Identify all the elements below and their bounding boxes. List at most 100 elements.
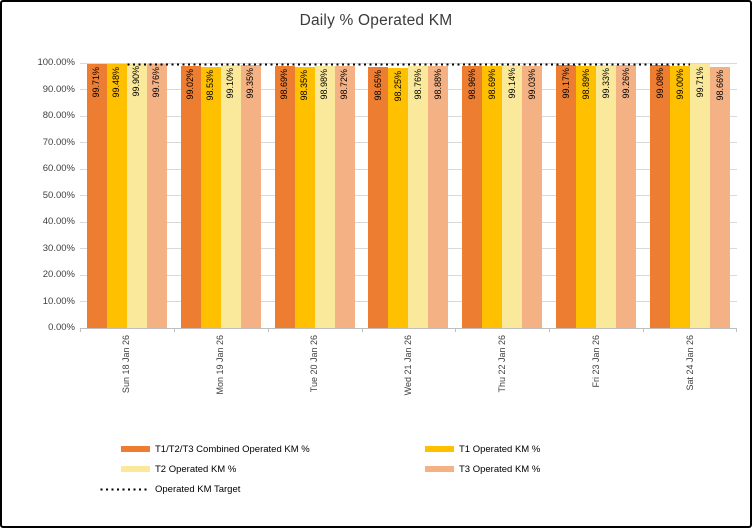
- bar-value-label: 99.76%: [151, 66, 162, 98]
- x-axis-label: Sat 24 Jan 26: [684, 335, 695, 391]
- x-axis-tick: [736, 328, 737, 332]
- bar-value-label: 99.71%: [91, 66, 102, 98]
- legend-item: Operated KM Target: [100, 484, 418, 495]
- x-axis-label: Tue 20 Jan 26: [309, 335, 320, 393]
- y-axis-tick-label: 30.00%: [42, 242, 75, 254]
- bar: 99.02%: [180, 65, 201, 328]
- bar: 98.53%: [200, 66, 221, 328]
- bar-value-label: 98.66%: [714, 69, 725, 101]
- bar: 98.65%: [368, 66, 389, 328]
- x-axis-tick: [455, 328, 457, 332]
- bar: 99.76%: [146, 63, 167, 328]
- y-axis-tick-label: 70.00%: [42, 136, 75, 148]
- legend-marker-wrap: [100, 487, 150, 491]
- bar-group: 99.02% 98.53% 99.10% 99.35%: [174, 63, 268, 328]
- bar: 98.69%: [274, 66, 295, 328]
- gridline: [80, 327, 737, 329]
- bar-value-label: 99.17%: [560, 68, 571, 99]
- legend-color-swatch: [425, 446, 454, 452]
- legend-color-swatch: [425, 466, 454, 472]
- bar: 99.90%: [126, 63, 147, 328]
- bar-value-label: 99.90%: [131, 66, 142, 97]
- legend-label: T3 Operated KM %: [459, 463, 541, 475]
- bar-value-label: 99.33%: [600, 67, 611, 99]
- x-axis-label: Wed 21 Jan 26: [403, 335, 413, 396]
- bar-value-label: 99.08%: [654, 68, 665, 99]
- chart-title: Daily % Operated KM: [299, 12, 453, 29]
- x-axis-label: Fri 23 Jan 26: [590, 335, 601, 388]
- bar-value-label: 98.69%: [486, 69, 497, 101]
- bar: 99.48%: [106, 64, 127, 328]
- y-axis-tick-label: 60.00%: [42, 163, 75, 174]
- plot-area: 0.00% 10.00% 20.00% 30.00% 40.00% 50.00% 60.00…: [37, 57, 737, 395]
- legend-marker-wrap: [114, 466, 150, 472]
- bar-value-label: 99.03%: [526, 68, 537, 100]
- bar: 98.66%: [710, 66, 731, 328]
- bar-value-label: 99.14%: [506, 68, 517, 99]
- bar: 98.88%: [428, 65, 449, 328]
- bar: 99.03%: [522, 65, 543, 328]
- bar-value-label: 98.35%: [299, 70, 310, 101]
- y-axis-tick-label: 50.00%: [42, 189, 75, 201]
- bar-value-label: 98.88%: [432, 68, 443, 100]
- bar: 98.69%: [482, 66, 503, 328]
- bar-value-label: 99.26%: [620, 67, 631, 99]
- bar: 99.17%: [556, 65, 577, 328]
- gridline: [80, 62, 737, 64]
- bar-value-label: 99.71%: [694, 66, 705, 98]
- legend-label: T1/T2/T3 Combined Operated KM %: [155, 443, 310, 455]
- bar-value-label: 98.53%: [205, 69, 216, 101]
- bar: 98.89%: [576, 65, 597, 328]
- x-axis-tick: [549, 328, 551, 332]
- y-axis-tick-label: 0.00%: [48, 322, 75, 333]
- target-line: [126, 63, 691, 67]
- x-axis-label: Mon 19 Jan 26: [215, 335, 226, 395]
- bar: 99.33%: [596, 64, 617, 328]
- legend-color-swatch: [121, 466, 150, 472]
- bar: 99.26%: [616, 64, 637, 328]
- bar: 98.96%: [462, 65, 483, 328]
- x-axis-tick: [267, 328, 269, 332]
- bar-value-label: 98.96%: [466, 68, 477, 100]
- legend-item: T1/T2/T3 Combined Operated KM %: [114, 444, 418, 455]
- y-axis-tick-label: 80.00%: [42, 110, 75, 121]
- bar: 99.10%: [220, 65, 241, 328]
- x-axis-label: Sun 18 Jan 26: [121, 335, 132, 394]
- bar-group: 98.65% 98.25% 98.76% 98.88%: [362, 63, 456, 328]
- legend-dotted-line-swatch: [100, 487, 150, 491]
- bar-value-label: 99.48%: [111, 67, 122, 98]
- bar: 99.71%: [690, 63, 711, 328]
- bar-value-label: 98.98%: [319, 68, 330, 100]
- x-axis-tick: [80, 328, 81, 332]
- bar-group: 99.08% 99.00% 99.71% 98.66%: [643, 63, 737, 328]
- bar-value-label: 98.69%: [279, 69, 290, 101]
- bar-value-label: 98.65%: [372, 69, 383, 101]
- bar: 99.00%: [670, 65, 691, 328]
- bar: 98.25%: [388, 67, 409, 328]
- legend-marker-wrap: [114, 446, 150, 452]
- x-axis-tick: [173, 328, 175, 332]
- y-axis-tick-label: 100.00%: [37, 57, 75, 68]
- bar: 98.98%: [314, 65, 335, 328]
- bar-value-label: 99.35%: [245, 67, 256, 99]
- bar: 98.72%: [334, 66, 355, 328]
- bar: 99.35%: [240, 64, 261, 328]
- bar: 98.35%: [294, 67, 315, 328]
- legend-item: T3 Operated KM %: [418, 464, 540, 475]
- y-axis-tick-label: 20.00%: [42, 269, 75, 280]
- bar-value-label: 99.10%: [225, 68, 236, 99]
- legend-marker-wrap: [418, 466, 454, 472]
- legend-color-swatch: [121, 446, 150, 452]
- bar-value-label: 99.02%: [185, 68, 196, 100]
- bar-group: 99.71% 99.48% 99.90% 99.76%: [80, 63, 174, 328]
- bar-group: 98.96% 98.69% 99.14% 99.03%: [455, 63, 549, 328]
- bar-value-label: 98.76%: [412, 69, 423, 100]
- x-axis-label: Thu 22 Jan 26: [496, 335, 507, 393]
- legend: T1/T2/T3 Combined Operated KM % T1 Operat…: [100, 439, 541, 499]
- y-axis-tick-label: 40.00%: [42, 216, 75, 227]
- legend-marker-wrap: [418, 446, 454, 452]
- y-axis-tick-label: 90.00%: [42, 83, 75, 95]
- legend-label: T1 Operated KM %: [459, 443, 541, 455]
- bar: 99.08%: [650, 65, 671, 328]
